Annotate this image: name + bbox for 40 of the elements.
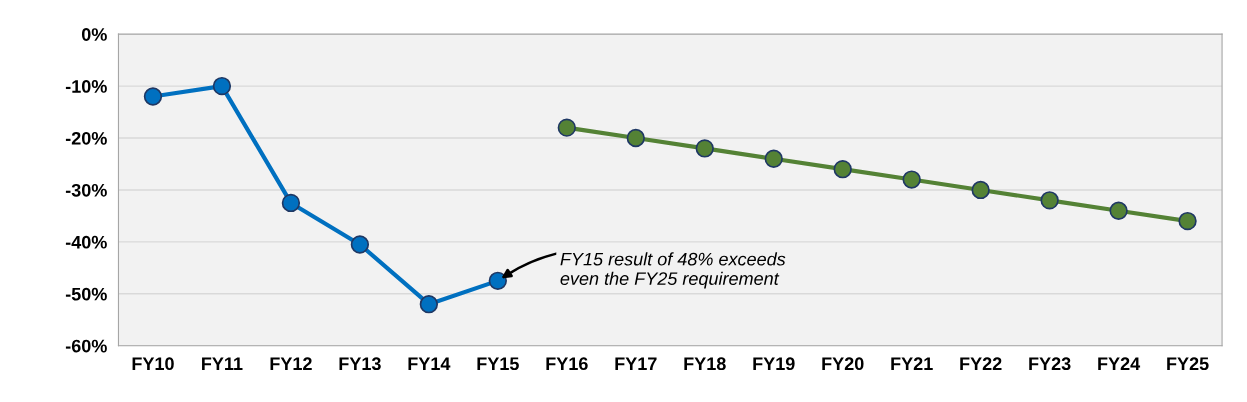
point [143, 87, 163, 106]
x-tick-label: FY20 [822, 357, 864, 371]
point [557, 118, 576, 137]
point [833, 160, 852, 179]
y-tick-label: -30% [65, 183, 107, 197]
point [350, 235, 370, 254]
x-tick-label: FY14 [408, 357, 451, 370]
x-tick-label: FY16 [546, 357, 588, 371]
point [695, 139, 714, 158]
y-tick-label: -60% [65, 339, 107, 353]
x-tick-label: FY10 [132, 357, 174, 371]
x-tick-label: FY11 [202, 357, 243, 370]
point [1178, 211, 1197, 231]
x-tick-label: FY19 [753, 357, 795, 371]
x-tick-label: FY18 [684, 357, 726, 371]
point [419, 295, 439, 314]
point [488, 271, 507, 290]
point [971, 180, 990, 200]
point [212, 76, 232, 96]
x-tick-label: FY12 [270, 357, 312, 370]
annotation: FY15 result of 48% exceeds even the FY25 requirement [560, 252, 786, 289]
point [1109, 201, 1128, 220]
x-tick-label: FY24 [1098, 357, 1141, 370]
y-tick-label: -10% [65, 80, 107, 93]
x-tick-label: FY17 [615, 357, 657, 370]
y-tick-label: -20% [65, 131, 107, 145]
y-tick-label: -50% [65, 287, 107, 301]
x-tick-label: FY21 [891, 357, 933, 370]
point [281, 193, 301, 213]
point [902, 170, 921, 189]
x-tick-label: FY15 [477, 357, 519, 371]
x-tick-label: FY22 [960, 357, 1002, 370]
x-tick-label: FY23 [1029, 357, 1071, 371]
point [764, 149, 783, 168]
y-tick-label: -40% [65, 235, 107, 249]
y-tick-label: 0% [81, 28, 107, 41]
x-tick-label: FY13 [339, 357, 381, 371]
point [626, 128, 645, 148]
x-tick-label: FY25 [1167, 357, 1209, 371]
point [1040, 191, 1059, 210]
